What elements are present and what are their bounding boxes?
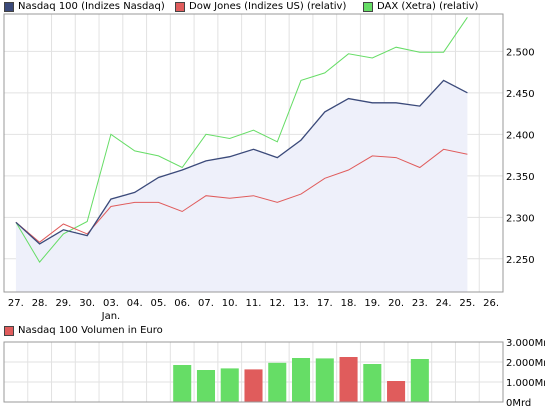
legend-swatch-nasdaq <box>4 2 14 12</box>
legend-swatch-dowjones <box>175 2 185 12</box>
nasdaq-area-fill <box>15 80 468 293</box>
volume-plot-border <box>3 341 504 403</box>
volume-bar <box>173 365 192 402</box>
volume-bar <box>410 359 429 402</box>
x-tick-label: 17. <box>317 298 333 309</box>
legend-swatch-volume <box>4 326 14 336</box>
x-tick-label: 27. <box>8 298 24 309</box>
legend-item-nasdaq: Nasdaq 100 (Indizes Nasdaq) <box>4 1 165 13</box>
y-tick-label: 2.250 <box>506 255 535 266</box>
legend-label-dax: DAX (Xetra) (relativ) <box>377 1 479 12</box>
volume-chart-legend: Nasdaq 100 Volumen in Euro <box>4 325 304 339</box>
volume-bar <box>291 358 311 402</box>
y-tick-label: 2.500 <box>506 47 535 58</box>
plot-border <box>3 13 504 293</box>
x-tick-label: 04. <box>127 298 143 309</box>
legend-label-dowjones: Dow Jones (Indizes US) (relativ) <box>189 1 347 12</box>
volume-bar <box>315 358 334 402</box>
legend-label-volume: Nasdaq 100 Volumen in Euro <box>18 325 163 336</box>
x-tick-label: 07. <box>198 298 214 309</box>
volume-bar <box>244 369 263 402</box>
legend-item-volume: Nasdaq 100 Volumen in Euro <box>4 325 163 337</box>
legend-item-dowjones: Dow Jones (Indizes US) (relativ) <box>175 1 346 13</box>
x-tick-label: 26. <box>483 298 499 309</box>
volume-bar <box>268 362 287 402</box>
volume-bar <box>220 368 239 402</box>
y-tick-label: 2.350 <box>506 172 535 183</box>
volume-bar <box>363 364 382 402</box>
volume-y-tick-label: 1.000Mrd <box>506 378 545 389</box>
series-line-nasdaq <box>15 79 468 245</box>
volume-bar <box>196 370 216 402</box>
y-tick-label: 2.400 <box>506 130 535 141</box>
volume-y-tick-label: 3.000Mrd <box>506 338 545 349</box>
y-tick-label: 2.450 <box>506 89 535 100</box>
main-chart-legend: Nasdaq 100 (Indizes Nasdaq) Dow Jones (I… <box>4 1 534 15</box>
y-tick-label: 2.300 <box>506 213 535 224</box>
x-tick-label: 30. <box>79 298 95 309</box>
x-tick-label: 05. <box>150 298 166 309</box>
series-line-dax <box>15 17 468 263</box>
legend-label-nasdaq: Nasdaq 100 (Indizes Nasdaq) <box>18 1 165 12</box>
x-tick-label: 18. <box>341 298 357 309</box>
x-tick-label: 03. <box>103 298 119 309</box>
x-tick-label: 25. <box>459 298 475 309</box>
legend-swatch-dax <box>363 2 373 12</box>
x-tick-label: 13. <box>293 298 309 309</box>
x-tick-label: 19. <box>364 298 380 309</box>
x-tick-label: 12. <box>269 298 285 309</box>
x-tick-label: 24. <box>436 298 452 309</box>
volume-bar <box>387 381 406 402</box>
x-tick-label: 06. <box>174 298 190 309</box>
x-tick-label: 10. <box>222 298 238 309</box>
x-tick-sublabel: Jan. <box>101 311 121 322</box>
x-tick-label: 11. <box>246 298 262 309</box>
x-tick-label: 23. <box>412 298 428 309</box>
x-tick-label: 20. <box>388 298 404 309</box>
x-tick-label: 28. <box>32 298 48 309</box>
legend-item-dax: DAX (Xetra) (relativ) <box>363 1 478 13</box>
volume-y-tick-label: 2.000Mrd <box>506 358 545 369</box>
x-tick-label: 29. <box>55 298 71 309</box>
volume-y-tick-label: 0Mrd <box>506 398 531 409</box>
volume-bar <box>339 357 358 402</box>
